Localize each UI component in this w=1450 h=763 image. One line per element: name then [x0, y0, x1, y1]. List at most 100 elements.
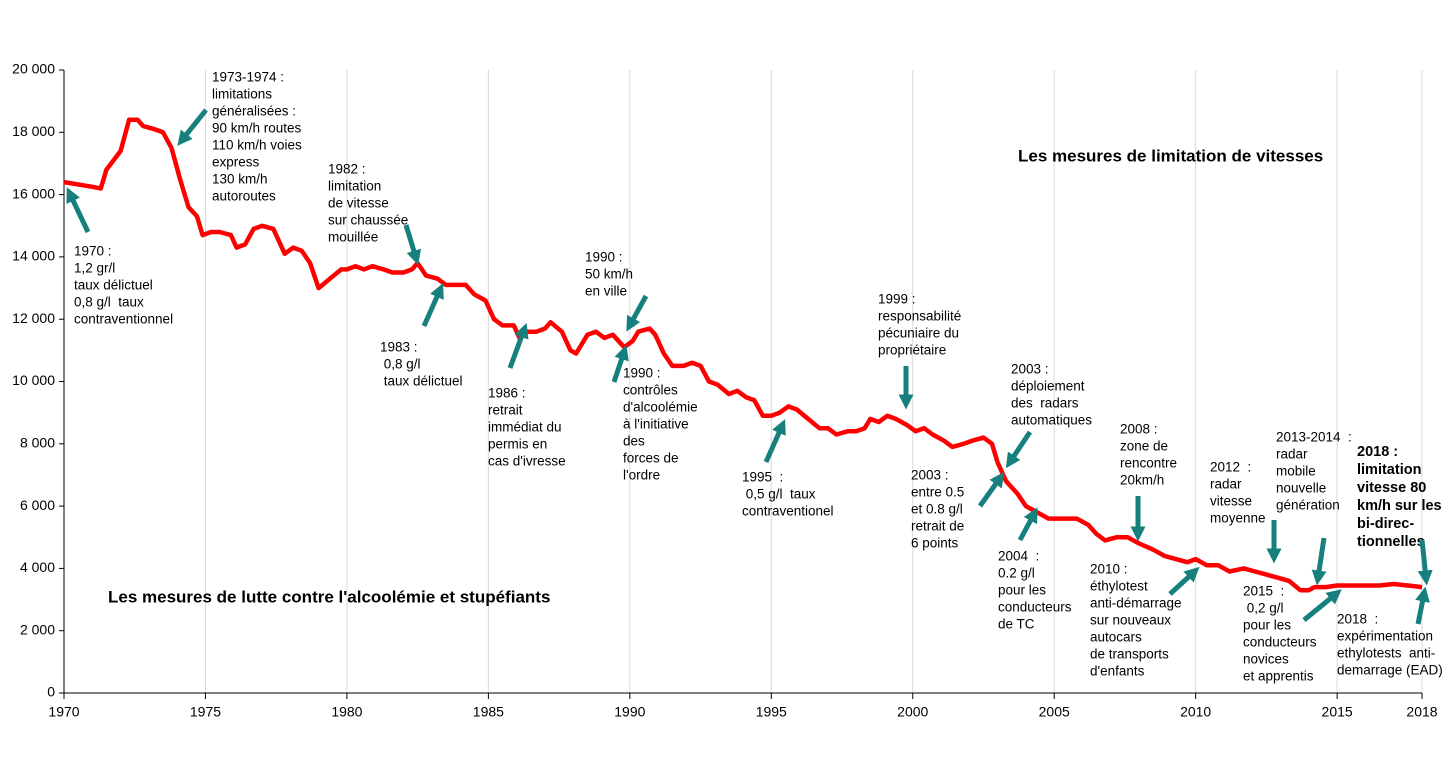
annotation-line: autoroutes: [212, 189, 276, 204]
annotation-line: 50 km/h: [585, 267, 633, 282]
annotation-line: anti-démarrage: [1090, 596, 1182, 611]
annotation-line: 1983 :: [380, 340, 418, 355]
annotation-line: génération: [1276, 498, 1340, 513]
y-tick-label: 0: [47, 684, 55, 700]
data-line: [63, 117, 1423, 593]
annotation-line: retrait: [488, 403, 523, 418]
annotation-line: 1990 :: [623, 366, 661, 381]
section-heading: Les mesures de lutte contre l'alcoolémie…: [108, 587, 550, 606]
annotation-arrow: [1417, 539, 1433, 586]
annotation-line: d'enfants: [1090, 664, 1145, 679]
annotation-line: 2018 :: [1337, 612, 1378, 627]
annotation-line: 0.2 g/l: [998, 566, 1035, 581]
annotation-line: de transports: [1090, 647, 1169, 662]
annotation-line: autocars: [1090, 630, 1142, 645]
annotation-line: contraventionnel: [74, 312, 173, 327]
annotation-line: cas d'ivresse: [488, 454, 566, 469]
annotation-line: pécuniaire du: [878, 326, 959, 341]
annotation-line: retrait de: [911, 519, 964, 534]
annotation-line: taux délictuel: [74, 278, 153, 293]
annotation-line: 0,5 g/l taux: [742, 487, 816, 502]
annotation-line: 2015 :: [1243, 584, 1284, 599]
annotation-line: en ville: [585, 284, 627, 299]
y-tick-label: 20 000: [12, 61, 55, 77]
annotation-line: tionnelles: [1357, 534, 1425, 550]
annotation-line: 110 km/h voies: [212, 138, 302, 153]
annotation-line: radar: [1210, 477, 1242, 492]
annotation-line: d'alcoolémie: [623, 400, 698, 415]
annotation-arrow: [507, 322, 529, 369]
annotation-line: moyenne: [1210, 511, 1266, 526]
annotation-arrow: [66, 187, 91, 234]
y-tick-label: 10 000: [12, 372, 55, 388]
annotation-line: limitations: [212, 87, 272, 102]
annotation-line: propriétaire: [878, 343, 946, 358]
annotation-line: forces de: [623, 451, 679, 466]
y-tick-label: 8 000: [20, 435, 55, 451]
annotation-line: 90 km/h routes: [212, 121, 302, 136]
annotation-line: conducteurs: [998, 600, 1072, 615]
annotation-line: express: [212, 155, 260, 170]
y-tick-label: 12 000: [12, 310, 55, 326]
y-tick-label: 4 000: [20, 559, 55, 575]
y-tick-label: 2 000: [20, 621, 55, 637]
annotation-line: 20km/h: [1120, 473, 1164, 488]
section-heading: Les mesures de limitation de vitesses: [1018, 146, 1323, 165]
annotation-line: rencontre: [1120, 456, 1177, 471]
annotation-line: limitation: [328, 179, 381, 194]
annotation-line: expérimentation: [1337, 629, 1433, 644]
annotation-arrow: [177, 108, 208, 146]
annotation-line: limitation: [1357, 462, 1421, 478]
annotation-line: 1995 :: [742, 470, 783, 485]
x-tick-label: 2005: [1039, 704, 1070, 720]
x-tick-label: 1995: [756, 704, 787, 720]
annotation-arrow: [611, 344, 629, 383]
annotation-line: permis en: [488, 437, 547, 452]
annotation-arrow: [763, 419, 786, 464]
annotation-line: pour les: [1243, 618, 1291, 633]
x-tick-label: 2000: [897, 704, 928, 720]
annotation-line: contraventionel: [742, 504, 834, 519]
annotation-line: 130 km/h: [212, 172, 268, 187]
annotation-line: radar: [1276, 447, 1308, 462]
annotation-arrow: [1415, 586, 1430, 625]
annotation-line: mobile: [1276, 464, 1316, 479]
annotation-line: 1973-1974 :: [212, 70, 284, 85]
annotation-arrow: [403, 224, 422, 266]
annotation-line: 1999 :: [878, 292, 916, 307]
annotation-line: de TC: [998, 617, 1035, 632]
annotation-line: 1990 :: [585, 250, 623, 265]
y-tick-label: 14 000: [12, 248, 55, 264]
annotation-line: 2008 :: [1120, 422, 1158, 437]
annotation-line: sur nouveaux: [1090, 613, 1171, 628]
annotation-line: 0,2 g/l: [1243, 601, 1284, 616]
annotation-line: demarrage (EAD): [1337, 663, 1443, 678]
annotation-line: taux délictuel: [380, 374, 463, 389]
x-tick-label: 2018: [1406, 704, 1437, 720]
y-tick-label: 6 000: [20, 497, 55, 513]
annotation-line: généralisées :: [212, 104, 296, 119]
annotation-line: responsabilité: [878, 309, 961, 324]
annotation-line: entre 0.5: [911, 485, 964, 500]
annotation-line: de vitesse: [328, 196, 389, 211]
annotation-line: 2018 :: [1357, 444, 1398, 460]
annotation-line: 1982 :: [328, 162, 366, 177]
x-tick-label: 1970: [48, 704, 79, 720]
x-tick-label: 1985: [473, 704, 504, 720]
annotation-line: 0,8 g/l taux: [74, 295, 144, 310]
annotation-line: éthylotest: [1090, 579, 1148, 594]
annotation-line: zone de: [1120, 439, 1168, 454]
y-tick-label: 18 000: [12, 123, 55, 139]
annotation-line: 2004 :: [998, 549, 1039, 564]
annotation-arrow: [421, 283, 444, 328]
annotation-arrow: [977, 471, 1005, 508]
annotation-line: contrôles: [623, 383, 678, 398]
annotation-line: vitesse 80: [1357, 480, 1426, 496]
annotation-line: bi-direc-: [1357, 516, 1414, 532]
annotation-line: déploiement: [1011, 379, 1085, 394]
annotation-line: 1,2 gr/l: [74, 261, 115, 276]
y-tick-label: 16 000: [12, 185, 55, 201]
x-tick-label: 1980: [331, 704, 362, 720]
annotation-line: sur chaussée: [328, 213, 408, 228]
